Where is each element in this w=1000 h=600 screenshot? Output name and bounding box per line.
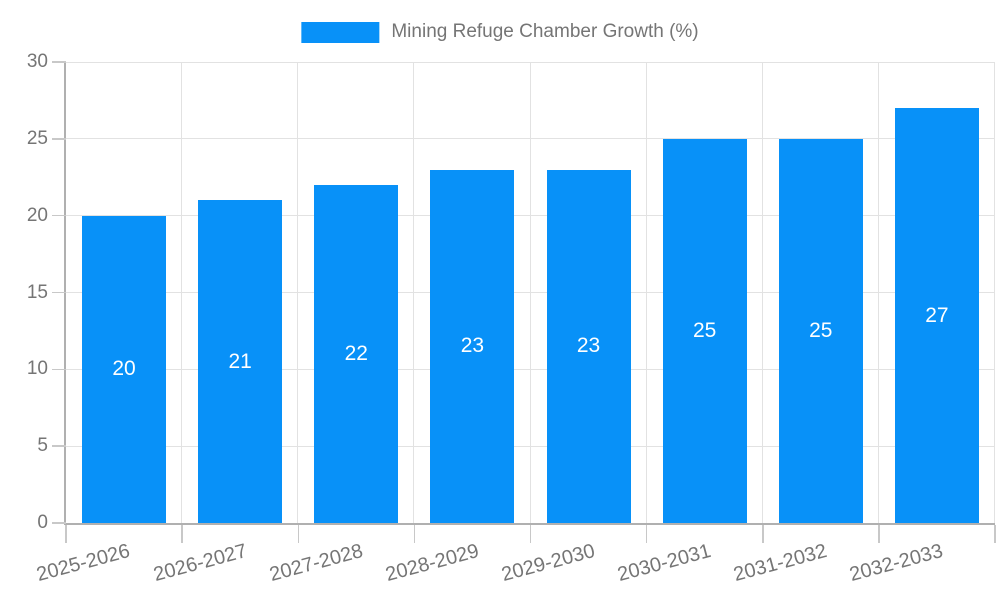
y-gridline: [66, 292, 995, 293]
bar: 25: [778, 138, 863, 523]
y-tick: [52, 368, 66, 371]
x-axis-label: 2028-2029: [383, 540, 482, 587]
x-tick: [413, 525, 416, 543]
x-axis-label: 2027-2028: [266, 540, 366, 587]
bar: 20: [82, 215, 167, 523]
y-axis-label: 5: [37, 435, 48, 457]
y-axis-label: 15: [26, 281, 48, 303]
y-gridline: [66, 368, 995, 370]
bar-value-label: 27: [925, 303, 949, 327]
y-tick: [52, 522, 66, 524]
x-gridline: [761, 62, 763, 523]
x-tick: [297, 525, 299, 543]
x-gridline: [994, 62, 995, 523]
bar-value-label: 20: [112, 357, 136, 381]
x-axis-label: 2025-2026: [34, 540, 133, 587]
x-tick: [529, 525, 532, 543]
y-gridline: [66, 215, 995, 217]
y-gridline: [66, 61, 995, 63]
y-axis-label: 20: [26, 204, 48, 226]
x-gridline: [645, 62, 647, 523]
y-axis-label: 25: [26, 127, 48, 149]
y-tick: [52, 138, 66, 140]
legend-item[interactable]: Mining Refuge Chamber Growth (%): [301, 21, 699, 43]
y-tick: [52, 291, 66, 294]
y-gridline: [66, 138, 995, 140]
legend-swatch: [301, 21, 380, 43]
bar-value-label: 22: [344, 341, 368, 365]
x-tick: [181, 525, 183, 543]
x-tick: [645, 525, 648, 543]
x-axis-label: 2026-2027: [150, 540, 249, 587]
y-axis-label: 10: [26, 358, 48, 380]
x-tick: [994, 525, 996, 543]
x-gridline: [181, 62, 183, 523]
x-axis-label: 2029-2030: [499, 540, 598, 587]
x-axis-label: 2031-2032: [731, 540, 830, 587]
x-axis-label: 2032-2033: [847, 540, 946, 587]
bar-value-label: 25: [693, 318, 717, 342]
bar-value-label: 25: [809, 318, 833, 342]
legend-label: Mining Refuge Chamber Growth (%): [391, 21, 699, 42]
y-axis-label: 0: [37, 512, 48, 533]
bar: 23: [430, 169, 515, 523]
y-tick: [52, 61, 66, 63]
x-gridline: [529, 62, 531, 523]
x-gridline: [413, 62, 415, 523]
y-tick: [52, 214, 66, 217]
x-gridline: [297, 62, 299, 523]
bar-value-label: 21: [228, 349, 252, 373]
bar-value-label: 23: [576, 334, 601, 358]
bar: 21: [198, 200, 283, 523]
bar-value-label: 23: [460, 334, 485, 358]
bar: 27: [894, 108, 979, 523]
bar: 22: [314, 184, 399, 523]
x-tick: [65, 525, 67, 543]
x-axis-label: 2030-2031: [615, 540, 714, 587]
plot-area: 20 21 22 23 23 25 25 27: [64, 61, 995, 525]
x-gridline: [877, 62, 879, 523]
bar: 23: [546, 169, 631, 523]
x-tick: [878, 525, 880, 543]
y-gridline: [66, 445, 995, 447]
y-axis-label: 30: [26, 51, 48, 72]
x-tick: [762, 525, 764, 543]
bar: 25: [662, 138, 747, 523]
y-tick: [52, 445, 66, 447]
